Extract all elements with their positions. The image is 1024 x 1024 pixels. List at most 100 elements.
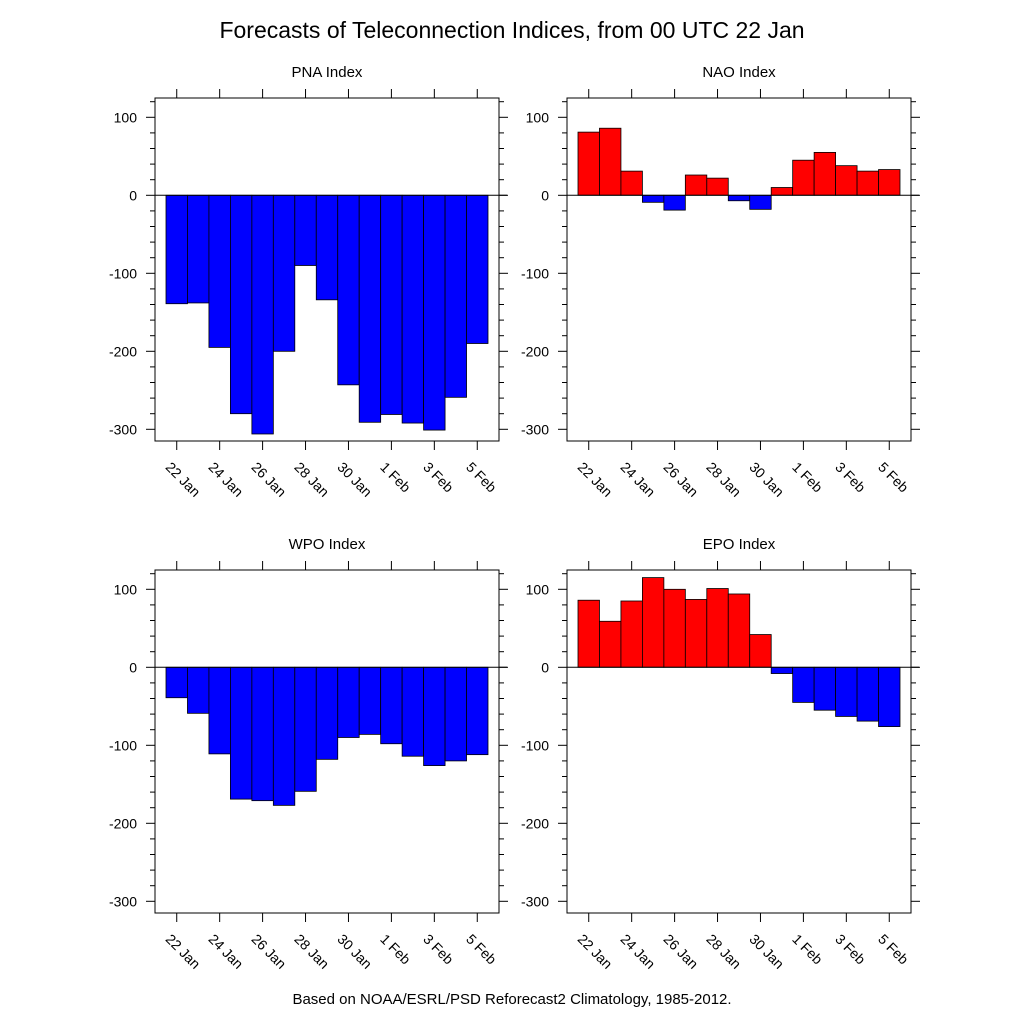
bar [337,666,360,738]
y-tick-label: -200 [521,815,549,831]
x-tick-label: 22 Jan [575,459,616,500]
bar [401,194,425,424]
plot-frame [566,97,912,442]
x-tick-label: 3 Feb [832,931,869,968]
x-tick-label: 24 Jan [618,459,659,500]
bar [294,194,317,266]
y-tick-label: 0 [541,187,549,203]
bar [337,194,360,386]
bar [727,593,751,668]
x-tick-label: 28 Jan [703,459,744,500]
bar [466,194,489,344]
bar [272,194,296,352]
bar [599,127,622,196]
bar [577,599,600,668]
y-tick-label: 100 [526,109,550,125]
bar [642,194,665,203]
x-tick-label: 24 Jan [206,459,247,500]
x-tick-label: 28 Jan [291,931,332,972]
y-tick-label: 0 [129,659,137,675]
bar [749,634,772,668]
x-tick-label: 28 Jan [291,459,332,500]
y-tick-label: -300 [521,421,549,437]
panel-title: PNA Index [292,64,363,81]
bar [770,187,794,196]
bar [165,666,188,699]
bar [577,131,600,196]
bar [835,666,858,717]
x-tick-label: 30 Jan [746,931,787,972]
x-tick-label: 1 Feb [377,931,414,968]
x-tick-label: 30 Jan [334,459,375,500]
bar [792,666,815,703]
bar [444,666,467,762]
x-tick-label: 30 Jan [334,931,375,972]
y-tick-label: 100 [114,109,138,125]
bar [620,170,643,196]
plot-frame [154,569,500,914]
panel-epo: EPO Index 100 0 -100 -200 -300 22 Jan 24 Jan 26 … [521,536,920,972]
x-tick-label: 28 Jan [703,931,744,972]
bar [272,666,296,806]
bar [792,159,815,196]
y-tick-label: -200 [521,343,549,359]
bar [813,666,837,711]
bar [229,194,253,415]
bar [165,194,188,305]
bar [380,194,403,415]
bar [315,666,339,760]
y-tick-label: 100 [114,581,138,597]
bar [749,194,772,210]
bar [229,666,253,800]
x-tick-label: 26 Jan [248,931,289,972]
bar [466,666,489,756]
panel-title: EPO Index [703,536,776,553]
bar [856,666,879,722]
x-tick-label: 24 Jan [618,931,659,972]
bar [358,666,382,735]
bar [187,194,210,304]
y-tick-label: -300 [521,893,549,909]
bar [813,151,837,196]
bar [684,599,708,668]
y-tick-label: -100 [109,737,137,753]
panel-title: WPO Index [289,536,366,553]
x-tick-label: 24 Jan [206,931,247,972]
panel-nao: NAO Index 100 0 -100 -200 -300 22 Jan 24 Jan 26 … [521,64,920,500]
bar [706,588,729,668]
x-tick-label: 5 Feb [875,931,912,968]
bar [706,177,729,196]
x-tick-label: 30 Jan [746,459,787,500]
x-tick-label: 1 Feb [789,459,826,496]
bar [208,194,231,348]
bar [380,666,403,745]
plot-frame [154,97,500,442]
bar [835,165,858,196]
plot-frame [566,569,912,914]
bar [294,666,317,792]
bar [878,169,901,196]
bar [444,194,467,398]
y-tick-label: 100 [526,581,550,597]
x-tick-label: 5 Feb [463,459,500,496]
bar [315,194,339,301]
x-tick-label: 3 Feb [420,459,457,496]
bar [423,666,446,766]
y-tick-label: -100 [521,737,549,753]
y-tick-label: -300 [109,421,137,437]
bar [251,666,274,802]
bar [684,174,708,196]
x-tick-label: 5 Feb [875,459,912,496]
y-tick-label: 0 [541,659,549,675]
bar [251,194,274,435]
figure-footer: Based on NOAA/ESRL/PSD Reforecast2 Clima… [292,991,732,1008]
x-tick-label: 1 Feb [789,931,826,968]
x-tick-label: 1 Feb [377,459,414,496]
bar [663,194,686,211]
bar [878,666,901,727]
bar [187,666,210,714]
bar [208,666,231,755]
y-tick-label: -200 [109,815,137,831]
